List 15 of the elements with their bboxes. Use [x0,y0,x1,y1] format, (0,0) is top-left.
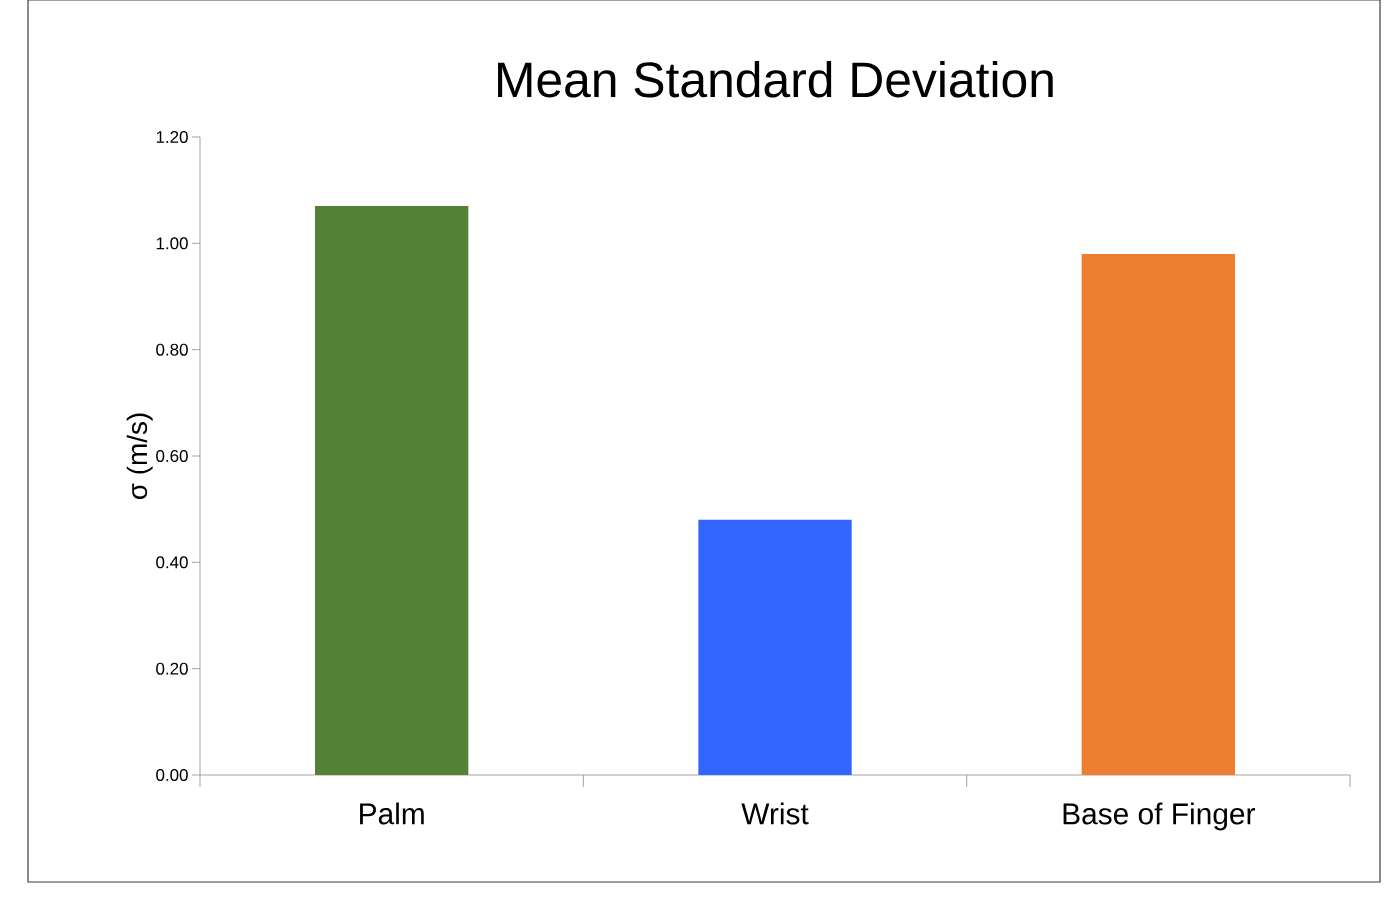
chart-title: Mean Standard Deviation [498,60,1053,98]
y-tick-label: 1.20 [156,130,188,143]
y-tick-label: 0.00 [156,769,188,781]
bar [698,519,852,775]
y-tick-label: 0.40 [156,556,188,569]
x-tick-label: Wrist [741,802,809,825]
bar [1081,253,1236,775]
y-axis-title: σ (m/s) [126,413,153,500]
y-tick-label: 0.60 [156,449,188,462]
y-tick-label: 1.00 [156,237,188,250]
y-tick-label: 0.80 [156,343,188,356]
y-tick-label: 0.20 [156,662,188,675]
bar [315,206,469,775]
x-tick-label: Palm [360,802,424,825]
x-tick-label: Base of Finger [1063,802,1255,831]
